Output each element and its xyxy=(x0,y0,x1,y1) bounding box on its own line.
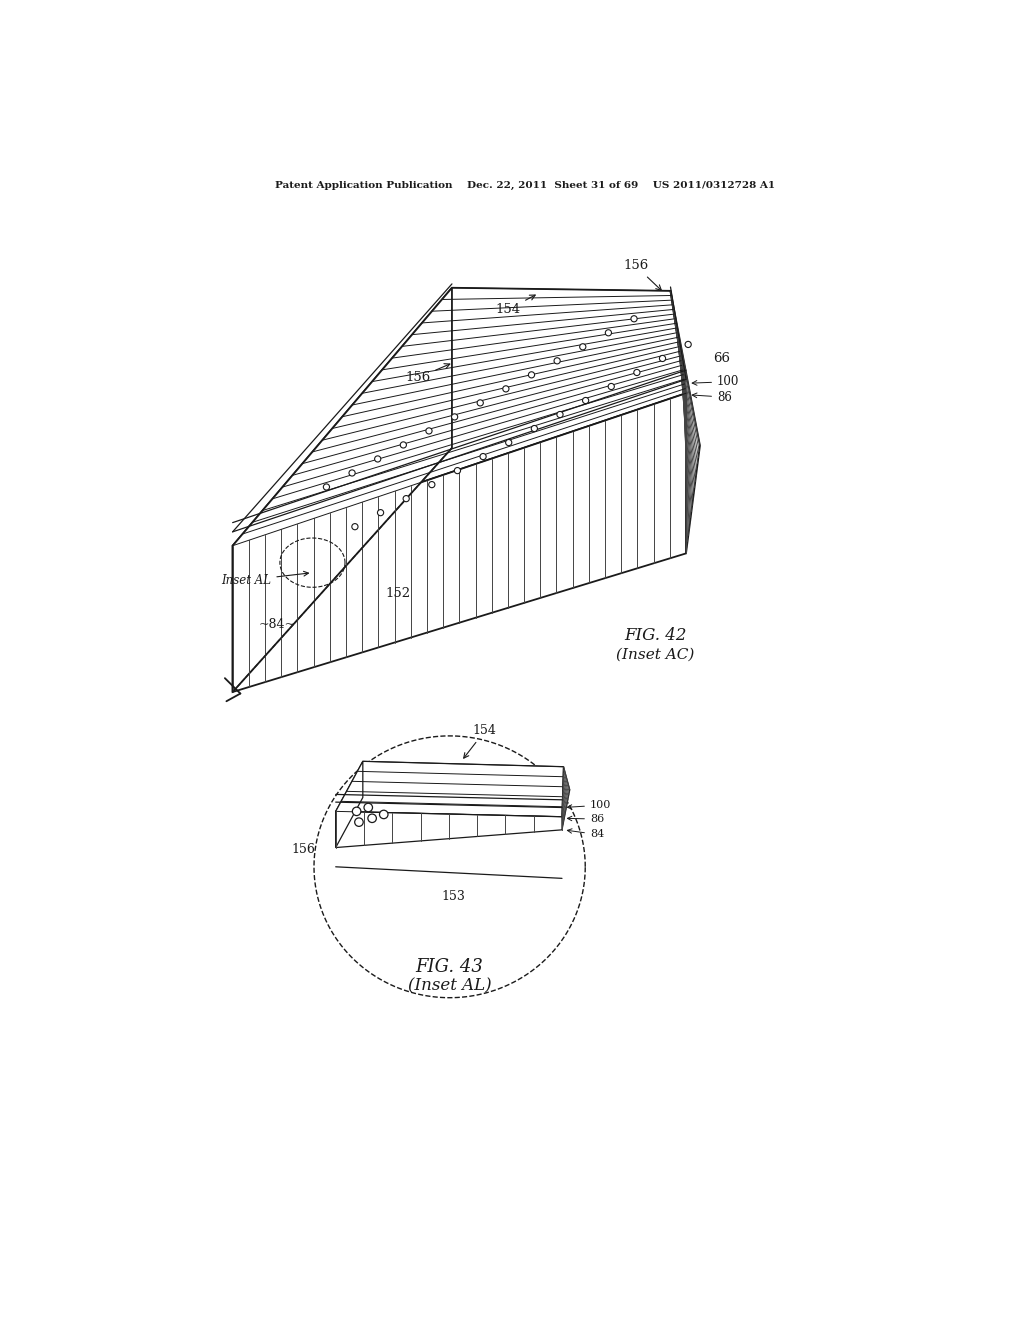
Circle shape xyxy=(477,400,483,407)
Circle shape xyxy=(400,442,407,447)
Circle shape xyxy=(375,455,381,462)
Polygon shape xyxy=(336,762,563,817)
Polygon shape xyxy=(336,762,362,847)
Text: 152: 152 xyxy=(385,587,411,601)
Circle shape xyxy=(631,315,637,322)
Circle shape xyxy=(503,385,509,392)
Text: 100: 100 xyxy=(692,375,739,388)
Text: FIG. 42: FIG. 42 xyxy=(624,627,686,644)
Text: Patent Application Publication    Dec. 22, 2011  Sheet 31 of 69    US 2011/03127: Patent Application Publication Dec. 22, … xyxy=(274,181,775,190)
Circle shape xyxy=(634,370,640,376)
Circle shape xyxy=(685,342,691,347)
Text: 86: 86 xyxy=(567,814,604,824)
Circle shape xyxy=(506,440,512,446)
Circle shape xyxy=(605,330,611,335)
Circle shape xyxy=(364,804,373,812)
Circle shape xyxy=(368,814,377,822)
Text: FIG. 43: FIG. 43 xyxy=(416,958,483,975)
Polygon shape xyxy=(562,767,569,830)
Text: (Inset AC): (Inset AC) xyxy=(615,648,694,663)
Text: 66: 66 xyxy=(713,352,730,366)
Circle shape xyxy=(554,358,560,364)
Text: 154: 154 xyxy=(496,296,536,317)
Text: 156: 156 xyxy=(406,364,450,384)
Circle shape xyxy=(528,372,535,378)
Circle shape xyxy=(324,484,330,490)
Circle shape xyxy=(452,413,458,420)
Text: 152: 152 xyxy=(393,800,416,813)
Circle shape xyxy=(403,495,410,502)
Text: 86: 86 xyxy=(692,391,732,404)
Text: 156: 156 xyxy=(292,843,315,857)
Circle shape xyxy=(380,810,388,818)
Circle shape xyxy=(352,524,358,529)
Text: ~84~: ~84~ xyxy=(258,618,295,631)
Circle shape xyxy=(349,470,355,477)
Text: 154: 154 xyxy=(464,725,497,758)
Circle shape xyxy=(580,343,586,350)
Circle shape xyxy=(354,818,364,826)
Text: 84: 84 xyxy=(567,829,604,840)
Circle shape xyxy=(531,425,538,432)
Text: 156: 156 xyxy=(623,259,662,290)
Polygon shape xyxy=(336,812,562,847)
Text: Inset AL: Inset AL xyxy=(221,572,308,587)
Circle shape xyxy=(426,428,432,434)
Text: 100: 100 xyxy=(567,800,611,810)
Text: 153: 153 xyxy=(441,890,466,903)
Circle shape xyxy=(429,482,435,487)
Text: (Inset AL): (Inset AL) xyxy=(408,978,492,995)
Polygon shape xyxy=(671,290,700,553)
Polygon shape xyxy=(232,288,452,692)
Circle shape xyxy=(608,383,614,389)
Polygon shape xyxy=(232,393,686,692)
Circle shape xyxy=(659,355,666,362)
Polygon shape xyxy=(232,288,686,545)
Circle shape xyxy=(378,510,384,516)
Circle shape xyxy=(557,412,563,417)
Circle shape xyxy=(352,807,360,816)
Circle shape xyxy=(480,454,486,459)
Circle shape xyxy=(455,467,461,474)
Circle shape xyxy=(583,397,589,404)
